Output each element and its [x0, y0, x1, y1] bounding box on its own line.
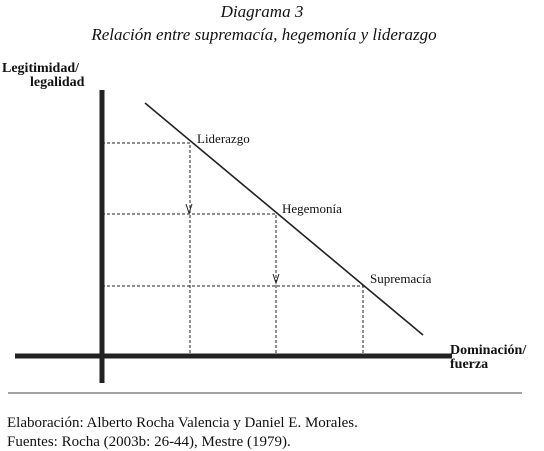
arrow: [272, 273, 280, 285]
y-axis-label: legalidad: [30, 75, 85, 90]
relation-line: [144, 102, 424, 336]
guide-line: [102, 142, 191, 356]
node-label: Hegemonía: [282, 201, 342, 216]
node-label: Liderazgo: [197, 131, 250, 146]
guide-line: [102, 213, 277, 356]
x-axis-label: fuerza: [450, 357, 488, 372]
x-axis-label: Dominación/: [450, 343, 527, 358]
arrow: [185, 203, 193, 215]
subtitle: Relación entre supremacía, hegemonía y l…: [90, 25, 436, 44]
guide-line: [102, 285, 364, 356]
node-label: Supremacía: [370, 271, 432, 286]
title: Diagrama 3: [220, 2, 304, 21]
footer-line: Elaboración: Alberto Rocha Valencia y Da…: [7, 415, 358, 431]
footer-line: Fuentes: Rocha (2003b: 26-44), Mestre (1…: [7, 434, 291, 450]
y-axis-label: Legitimidad/: [2, 61, 80, 76]
